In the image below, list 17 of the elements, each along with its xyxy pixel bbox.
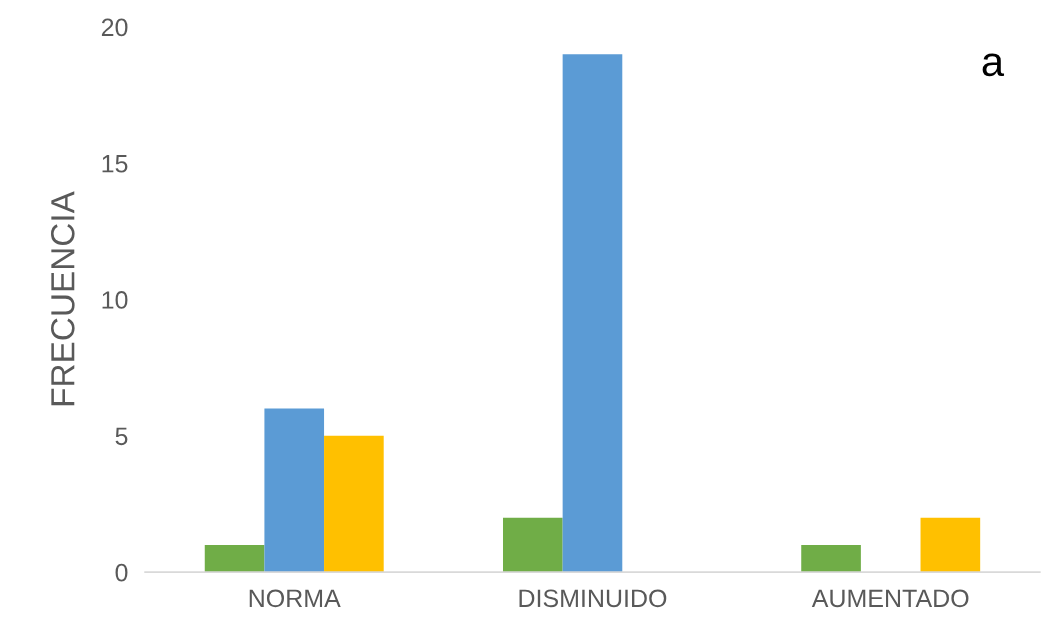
bar [503, 517, 563, 573]
y-tick-label: 20 [101, 18, 128, 37]
x-tick-label: DISMINUIDO [519, 589, 667, 608]
bar [204, 544, 265, 573]
bar [920, 517, 981, 573]
bar [801, 544, 861, 573]
y-axis-title: FRECUENCIA [51, 191, 75, 406]
bar [562, 54, 623, 573]
x-tick-label: NORMA [249, 589, 341, 608]
bar [324, 435, 384, 573]
y-tick-label: 15 [102, 155, 128, 173]
x-tick-label: AUMENTADO [811, 589, 969, 608]
bar [264, 408, 325, 573]
annotation: a [982, 53, 1005, 77]
y-tick-label: 10 [102, 291, 128, 309]
y-tick-label: 0 [115, 563, 128, 582]
y-tick-label: 5 [115, 427, 128, 446]
